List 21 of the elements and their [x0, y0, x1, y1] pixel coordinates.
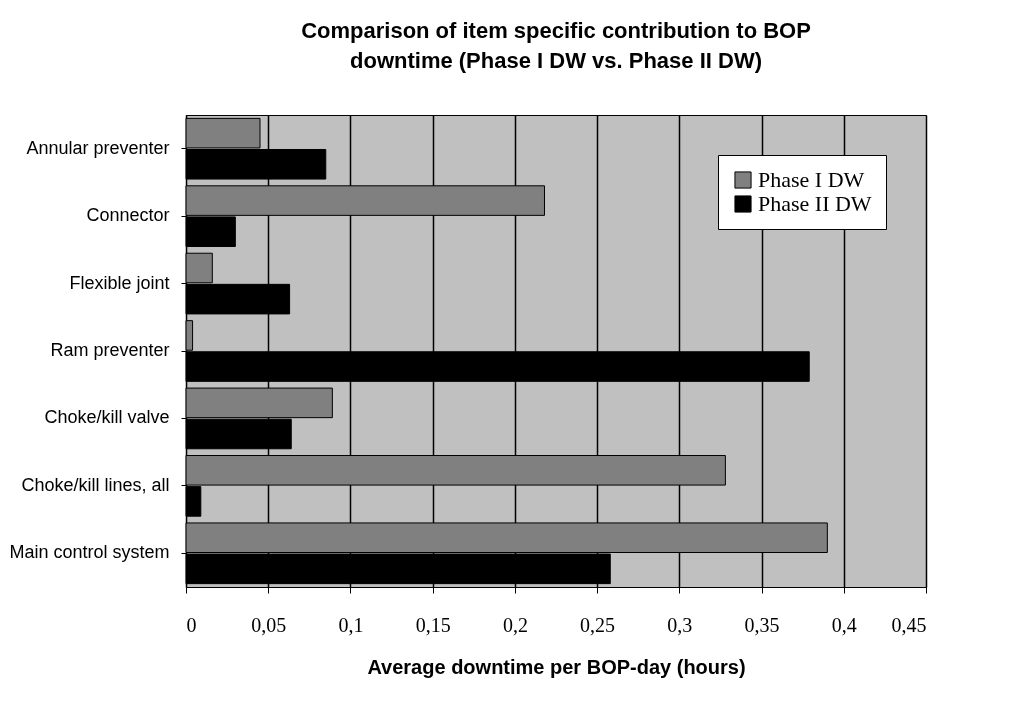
- y-tick-label: Ram preventer: [50, 340, 170, 360]
- y-tick-label: Choke/kill lines, all: [21, 474, 170, 495]
- y-tick-label: Choke/kill valve: [44, 407, 170, 428]
- x-tick-label: 0,45: [891, 613, 927, 636]
- y-tick-label: Connector: [86, 205, 170, 226]
- x-axis-title: Average downtime per BOP-day (hours): [367, 655, 746, 678]
- x-tick-label: 0,2: [502, 613, 528, 636]
- x-tick-label: 0,25: [580, 613, 616, 636]
- x-tick-label: 0,05: [251, 613, 287, 636]
- y-tick-label: Annular preventer: [26, 137, 170, 158]
- x-tick-label: 0,3: [667, 613, 693, 636]
- legend-label: Phase II DW: [758, 191, 872, 216]
- x-tick-label: 0,1: [338, 613, 364, 636]
- x-tick-label: 0,15: [415, 613, 451, 636]
- legend-label: Phase I DW: [758, 167, 865, 192]
- y-tick-label: Main control system: [9, 542, 170, 563]
- x-tick-label: 0,35: [744, 613, 780, 636]
- y-tick-label: Flexible joint: [69, 272, 170, 293]
- chart-title: Comparison of item specific contribution to BOP downtime (Phase I DW vs. Phase II DW): [301, 18, 811, 73]
- x-tick-label: 0,4: [831, 613, 857, 636]
- x-tick-label: 0: [186, 613, 197, 636]
